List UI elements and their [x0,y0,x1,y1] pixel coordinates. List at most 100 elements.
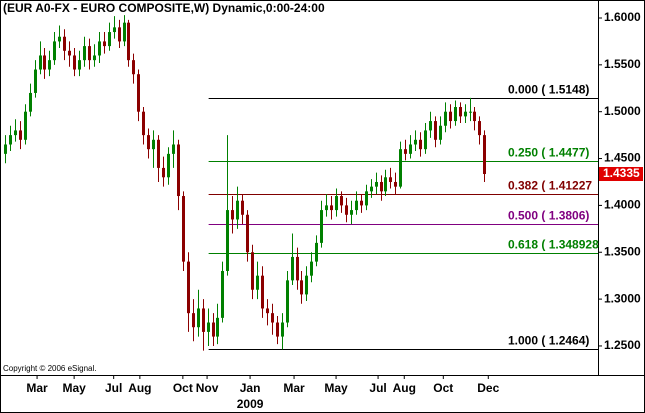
candle-body [286,280,289,323]
candle-body [310,261,313,276]
candle-body [469,111,472,113]
candle-body [43,55,46,70]
candle-body [473,111,476,122]
candle-body [221,270,224,318]
candle-body [449,111,452,122]
fib-label: 0.382 ( 1.41227 [508,179,592,193]
x-tick-label: Aug [393,381,416,395]
x-tick-label: May [62,381,86,395]
candle-body [88,46,91,61]
fib-label: 0.500 ( 1.3806) [508,209,589,223]
candle-body [296,256,299,281]
candle-body [19,130,22,140]
y-tick-label: 1.4500 [604,151,641,165]
candle-body [350,210,353,215]
candle-body [276,322,279,337]
fib-label: 0.250 ( 1.4477) [508,146,589,160]
candle-body [320,210,323,243]
candle-body [177,144,180,197]
candle-body [384,177,387,192]
plot [4,15,598,351]
candle-body [63,36,66,51]
candle-body [375,181,378,187]
candle-body [434,121,437,140]
candle-body [251,252,254,290]
x-tick-label: Jul [105,381,122,395]
candle-body [439,125,442,140]
fib-label: 1.000 ( 1.2464) [508,334,589,348]
candle-body [226,210,229,271]
candle-body [83,46,86,61]
last-price-box [599,167,643,182]
candle-body [246,214,249,253]
candle-body [241,200,244,215]
candle-body [98,41,101,56]
candle-body [300,280,303,295]
candle-body [142,111,145,136]
candle-body [404,149,407,154]
candle-body [345,205,348,215]
footnote: Copyright © 2006 eSignal. [3,364,97,373]
candle-body [409,144,412,154]
candle-body [394,181,397,187]
y-tick-label: 1.4000 [604,198,641,212]
candle-body [231,210,234,220]
candle-body [9,135,12,145]
last-price-label: 1.4335 [603,166,640,180]
candle-body [34,69,37,93]
candle-body [167,153,170,178]
candle-body [256,275,259,290]
x-tick-label: Oct [433,381,453,395]
candle-body [291,256,294,281]
candle-body [137,74,140,112]
candle-body [182,196,185,262]
y-tick-label: 1.3000 [604,291,641,305]
candle-body [315,242,318,262]
y-tick-label: 1.3500 [604,244,641,258]
candle-body [132,60,135,75]
x-tick-label: Mar [26,381,48,395]
candle-body [24,111,27,140]
candle-body [414,139,417,145]
candle-body [103,41,106,47]
candle-body [355,200,358,211]
candle-body [68,50,71,56]
x-tick-label: May [324,381,348,395]
candle-body [335,196,338,211]
candle-body [172,144,175,154]
candle-body [261,275,264,309]
candle-body [4,144,7,154]
y-tick-label: 1.5500 [604,57,641,71]
candle-body [271,313,274,323]
candle-body [73,55,76,70]
year-label: 2009 [237,397,264,411]
candle-body [118,27,121,42]
candle-body [192,313,195,328]
candle-body [380,181,383,192]
candle-body [197,308,200,328]
candle-body [147,135,150,150]
candle-body [419,139,422,150]
y-tick-label: 1.2500 [604,338,641,352]
y-tick-label: 1.5000 [604,104,641,118]
candle-body [212,322,215,337]
candle-body [113,27,116,33]
candle-body [281,322,284,337]
candle-body [399,149,402,187]
fib-label: 0.618 ( 1.348928 [508,238,599,252]
candle-body [53,41,56,61]
candle-body [202,308,205,332]
x-tick-label: Jul [369,381,386,395]
y-tick-label: 1.6000 [604,10,641,24]
candle-body [459,107,462,117]
x-tick-label: Mar [283,381,305,395]
candle-body [123,22,126,42]
candle-body [14,130,17,136]
candle-body [48,60,51,70]
candle-body [266,308,269,314]
x-tick-label: Dec [477,381,499,395]
candle-body [93,55,96,61]
candle-body [187,261,190,314]
candle-body [483,135,486,175]
